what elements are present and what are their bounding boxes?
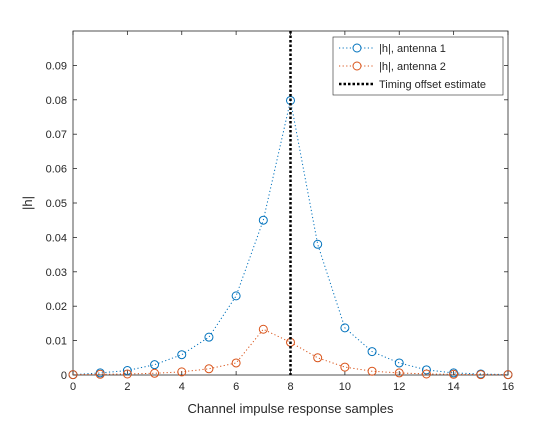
x-tick-label: 14 bbox=[448, 381, 460, 393]
series-2-point bbox=[68, 370, 78, 380]
series-1-point bbox=[231, 291, 241, 301]
series-2-point bbox=[258, 324, 268, 334]
legend-marker-1 bbox=[352, 43, 362, 53]
series-2-point bbox=[122, 369, 132, 379]
y-tick-label: 0.01 bbox=[46, 336, 67, 348]
x-tick-label: 2 bbox=[124, 381, 130, 393]
series-2-point bbox=[503, 370, 513, 380]
series-1-point bbox=[340, 323, 350, 333]
series-1-point bbox=[122, 366, 132, 376]
series-2-point bbox=[394, 368, 404, 378]
y-tick-label: 0.08 bbox=[46, 95, 67, 107]
series-1-point bbox=[204, 332, 214, 342]
legend-label-2: |h|, antenna 2 bbox=[379, 61, 446, 73]
series-2-point bbox=[476, 370, 486, 380]
series-1-point bbox=[421, 365, 431, 375]
series-2-point bbox=[177, 367, 187, 377]
y-tick-label: 0.02 bbox=[46, 301, 67, 313]
y-tick-label: 0 bbox=[61, 370, 67, 382]
x-tick-label: 12 bbox=[393, 381, 405, 393]
series-1-point bbox=[367, 347, 377, 357]
x-tick-label: 16 bbox=[502, 381, 514, 393]
series-2-point bbox=[340, 362, 350, 372]
x-tick-label: 4 bbox=[179, 381, 185, 393]
series-2-point bbox=[367, 366, 377, 376]
x-tick-label: 8 bbox=[287, 381, 293, 393]
y-tick-label: 0.09 bbox=[46, 60, 67, 72]
y-axis-label: |h| bbox=[20, 196, 35, 210]
series-2-point bbox=[421, 369, 431, 379]
plot-layer bbox=[68, 31, 513, 380]
series-1-point bbox=[313, 239, 323, 249]
series-2-point bbox=[204, 364, 214, 374]
series-line-2 bbox=[72, 328, 508, 376]
x-tick-label: 10 bbox=[339, 381, 351, 393]
legend-marker-2 bbox=[352, 61, 362, 71]
series-1-point bbox=[150, 360, 160, 370]
series-1-point bbox=[394, 358, 404, 368]
legend-label-3: Timing offset estimate bbox=[379, 79, 486, 91]
series-1-point bbox=[258, 215, 268, 225]
chart-legend: |h|, antenna 1 |h|, antenna 2 Timing offse… bbox=[332, 36, 504, 96]
series-2-point bbox=[231, 358, 241, 368]
y-tick-label: 0.06 bbox=[46, 164, 67, 176]
series-2-point bbox=[449, 369, 459, 379]
series-1-point bbox=[177, 350, 187, 360]
y-tick-label: 0.05 bbox=[46, 198, 67, 210]
x-tick-label: 0 bbox=[70, 381, 76, 393]
series-2-point bbox=[313, 353, 323, 363]
y-tick-label: 0.07 bbox=[46, 129, 67, 141]
x-tick-label: 6 bbox=[233, 381, 239, 393]
y-tick-label: 0.03 bbox=[46, 267, 67, 279]
legend-label-1: |h|, antenna 1 bbox=[379, 43, 446, 55]
series-2-point bbox=[150, 368, 160, 378]
y-tick-label: 0.04 bbox=[46, 232, 67, 244]
legend-box bbox=[332, 36, 504, 96]
x-axis-label: Channel impulse response samples bbox=[188, 401, 394, 416]
series-2-point bbox=[95, 369, 105, 379]
